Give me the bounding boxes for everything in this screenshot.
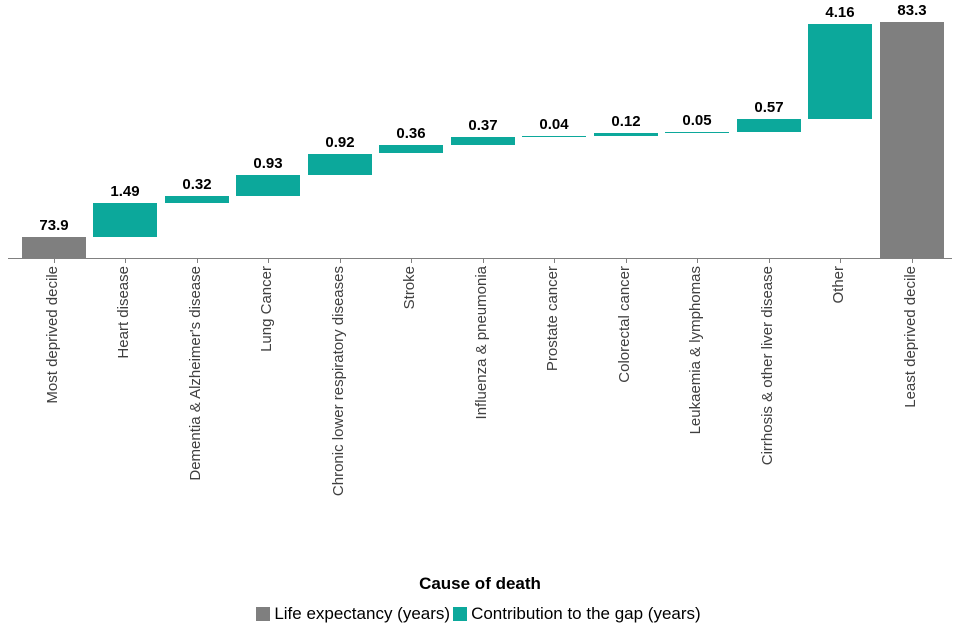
bar-colorectal-cancer xyxy=(594,133,658,136)
axis-tick xyxy=(626,259,627,263)
x-axis-line xyxy=(8,258,952,259)
value-label-chronic-lower-respiratory-diseases: 0.92 xyxy=(325,134,355,151)
value-label-dementia-and-alzheimer-s-disease: 0.32 xyxy=(182,176,212,193)
category-label-lung-cancer: Lung Cancer xyxy=(258,266,275,352)
category-label-cirrhosis-and-other-liver-disease: Cirrhosis & other liver disease xyxy=(759,266,776,466)
axis-tick xyxy=(912,259,913,263)
value-label-most-deprived-decile: 73.9 xyxy=(39,217,69,234)
axis-tick xyxy=(54,259,55,263)
value-label-other: 4.16 xyxy=(825,4,855,21)
category-label-least-deprived-decile: Least deprived decile xyxy=(902,266,919,408)
legend: Life expectancy (years) Contribution to … xyxy=(0,604,960,624)
bar-influenza-and-pneumonia xyxy=(451,137,515,145)
value-label-lung-cancer: 0.93 xyxy=(253,155,283,172)
value-label-colorectal-cancer: 0.12 xyxy=(611,113,641,130)
bar-other xyxy=(808,24,872,119)
axis-tick xyxy=(769,259,770,263)
axis-tick xyxy=(340,259,341,263)
bar-cirrhosis-and-other-liver-disease xyxy=(737,119,801,132)
category-label-colorectal-cancer: Colorectal cancer xyxy=(616,266,633,383)
bar-least-deprived-decile xyxy=(880,22,944,258)
category-label-prostate-cancer: Prostate cancer xyxy=(544,266,561,372)
axis-tick xyxy=(125,259,126,263)
category-label-other: Other xyxy=(830,266,847,304)
legend-swatch-contribution xyxy=(453,607,468,621)
category-label-most-deprived-decile: Most deprived decile xyxy=(44,266,61,404)
bar-dementia-and-alzheimer-s-disease xyxy=(165,196,229,203)
value-label-cirrhosis-and-other-liver-disease: 0.57 xyxy=(754,99,784,116)
bar-heart-disease xyxy=(93,203,157,237)
axis-tick xyxy=(483,259,484,263)
category-label-influenza-and-pneumonia: Influenza & pneumonia xyxy=(473,266,490,420)
axis-tick xyxy=(411,259,412,263)
category-label-heart-disease: Heart disease xyxy=(115,266,132,359)
axis-tick xyxy=(197,259,198,263)
bar-lung-cancer xyxy=(236,175,300,196)
category-label-stroke: Stroke xyxy=(401,266,418,310)
axis-tick xyxy=(697,259,698,263)
axis-tick xyxy=(554,259,555,263)
value-label-least-deprived-decile: 83.3 xyxy=(897,2,927,19)
legend-swatch-life-expectancy xyxy=(256,607,271,621)
legend-label-contribution: Contribution to the gap (years) xyxy=(471,604,701,623)
value-label-prostate-cancer: 0.04 xyxy=(539,116,569,133)
bar-leukaemia-and-lymphomas xyxy=(665,132,729,133)
axis-tick xyxy=(840,259,841,263)
bar-prostate-cancer xyxy=(522,136,586,137)
category-label-chronic-lower-respiratory-diseases: Chronic lower respiratory diseases xyxy=(330,266,347,497)
category-label-leukaemia-and-lymphomas: Leukaemia & lymphomas xyxy=(687,266,704,435)
legend-label-life-expectancy: Life expectancy (years) xyxy=(274,604,451,623)
x-axis-title: Cause of death xyxy=(419,574,541,593)
value-label-heart-disease: 1.49 xyxy=(110,183,140,200)
bar-chronic-lower-respiratory-diseases xyxy=(308,154,372,175)
category-label-dementia-and-alzheimer-s-disease: Dementia & Alzheimer's disease xyxy=(187,266,204,481)
bar-most-deprived-decile xyxy=(22,237,86,258)
value-label-stroke: 0.36 xyxy=(396,125,426,142)
axis-tick xyxy=(268,259,269,263)
value-label-influenza-and-pneumonia: 0.37 xyxy=(468,117,498,134)
bar-stroke xyxy=(379,145,443,153)
value-label-leukaemia-and-lymphomas: 0.05 xyxy=(682,112,712,129)
